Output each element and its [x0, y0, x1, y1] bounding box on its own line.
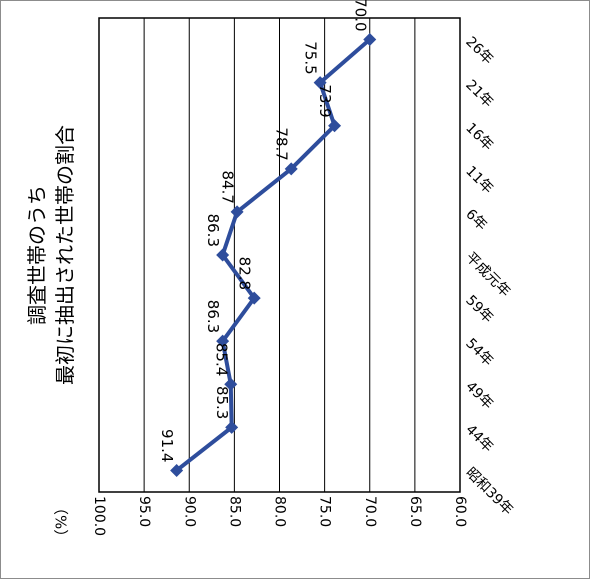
data-label: 84.7: [219, 171, 237, 204]
value-tick-label: 70.0: [362, 496, 378, 527]
value-tick-label: 100.0: [91, 496, 107, 536]
data-point-marker: [284, 162, 298, 176]
data-point-marker: [216, 248, 230, 262]
value-tick-label: 75.0: [317, 496, 333, 527]
series-line: [175, 38, 372, 473]
category-label: 平成元年: [462, 249, 513, 300]
data-point-marker: [363, 33, 377, 47]
data-point-marker: [225, 420, 239, 434]
value-tick-label: 65.0: [407, 496, 423, 527]
data-label: 73.9: [316, 84, 334, 117]
category-label: 昭和39年: [462, 465, 516, 519]
plot-border: [98, 17, 461, 493]
category-label: 6年: [462, 206, 490, 234]
data-label: 82.8: [236, 257, 254, 290]
category-label: 54年: [462, 336, 496, 370]
value-tick-label: 95.0: [136, 496, 152, 527]
chart-title-line: 最初に抽出された世帯の割合: [53, 125, 77, 385]
data-label: 85.4: [212, 343, 230, 376]
value-tick-label: 80.0: [272, 496, 288, 527]
data-label: 70.0: [351, 0, 369, 32]
data-point-marker: [313, 76, 327, 90]
category-label: 26年: [462, 34, 496, 68]
value-tick-label: 90.0: [181, 496, 197, 527]
data-point-marker: [230, 205, 244, 219]
data-point-marker: [170, 463, 184, 477]
data-label: 75.5: [302, 41, 320, 74]
category-label: 16年: [462, 120, 496, 154]
category-label: 21年: [462, 77, 496, 111]
category-label: 11年: [462, 163, 496, 197]
data-label: 91.4: [158, 429, 176, 462]
data-point-marker: [328, 119, 342, 133]
chart-title-line: 調査世帯のうち: [25, 185, 49, 325]
category-label: 44年: [462, 422, 496, 456]
data-label: 78.7: [273, 127, 291, 160]
chart-title: 調査世帯のうち 最初に抽出された世帯の割合: [25, 125, 77, 385]
data-point-marker: [216, 334, 230, 348]
data-point-marker: [247, 291, 261, 305]
data-point-marker: [224, 377, 238, 391]
category-label: 59年: [462, 292, 496, 326]
value-tick-label: 60.0: [452, 496, 468, 527]
category-label: 49年: [462, 379, 496, 413]
data-label: 86.3: [204, 214, 222, 247]
unit-label: （%）: [52, 500, 70, 544]
data-label: 85.3: [213, 386, 231, 419]
data-label: 86.3: [204, 300, 222, 333]
value-tick-label: 85.0: [226, 496, 242, 527]
